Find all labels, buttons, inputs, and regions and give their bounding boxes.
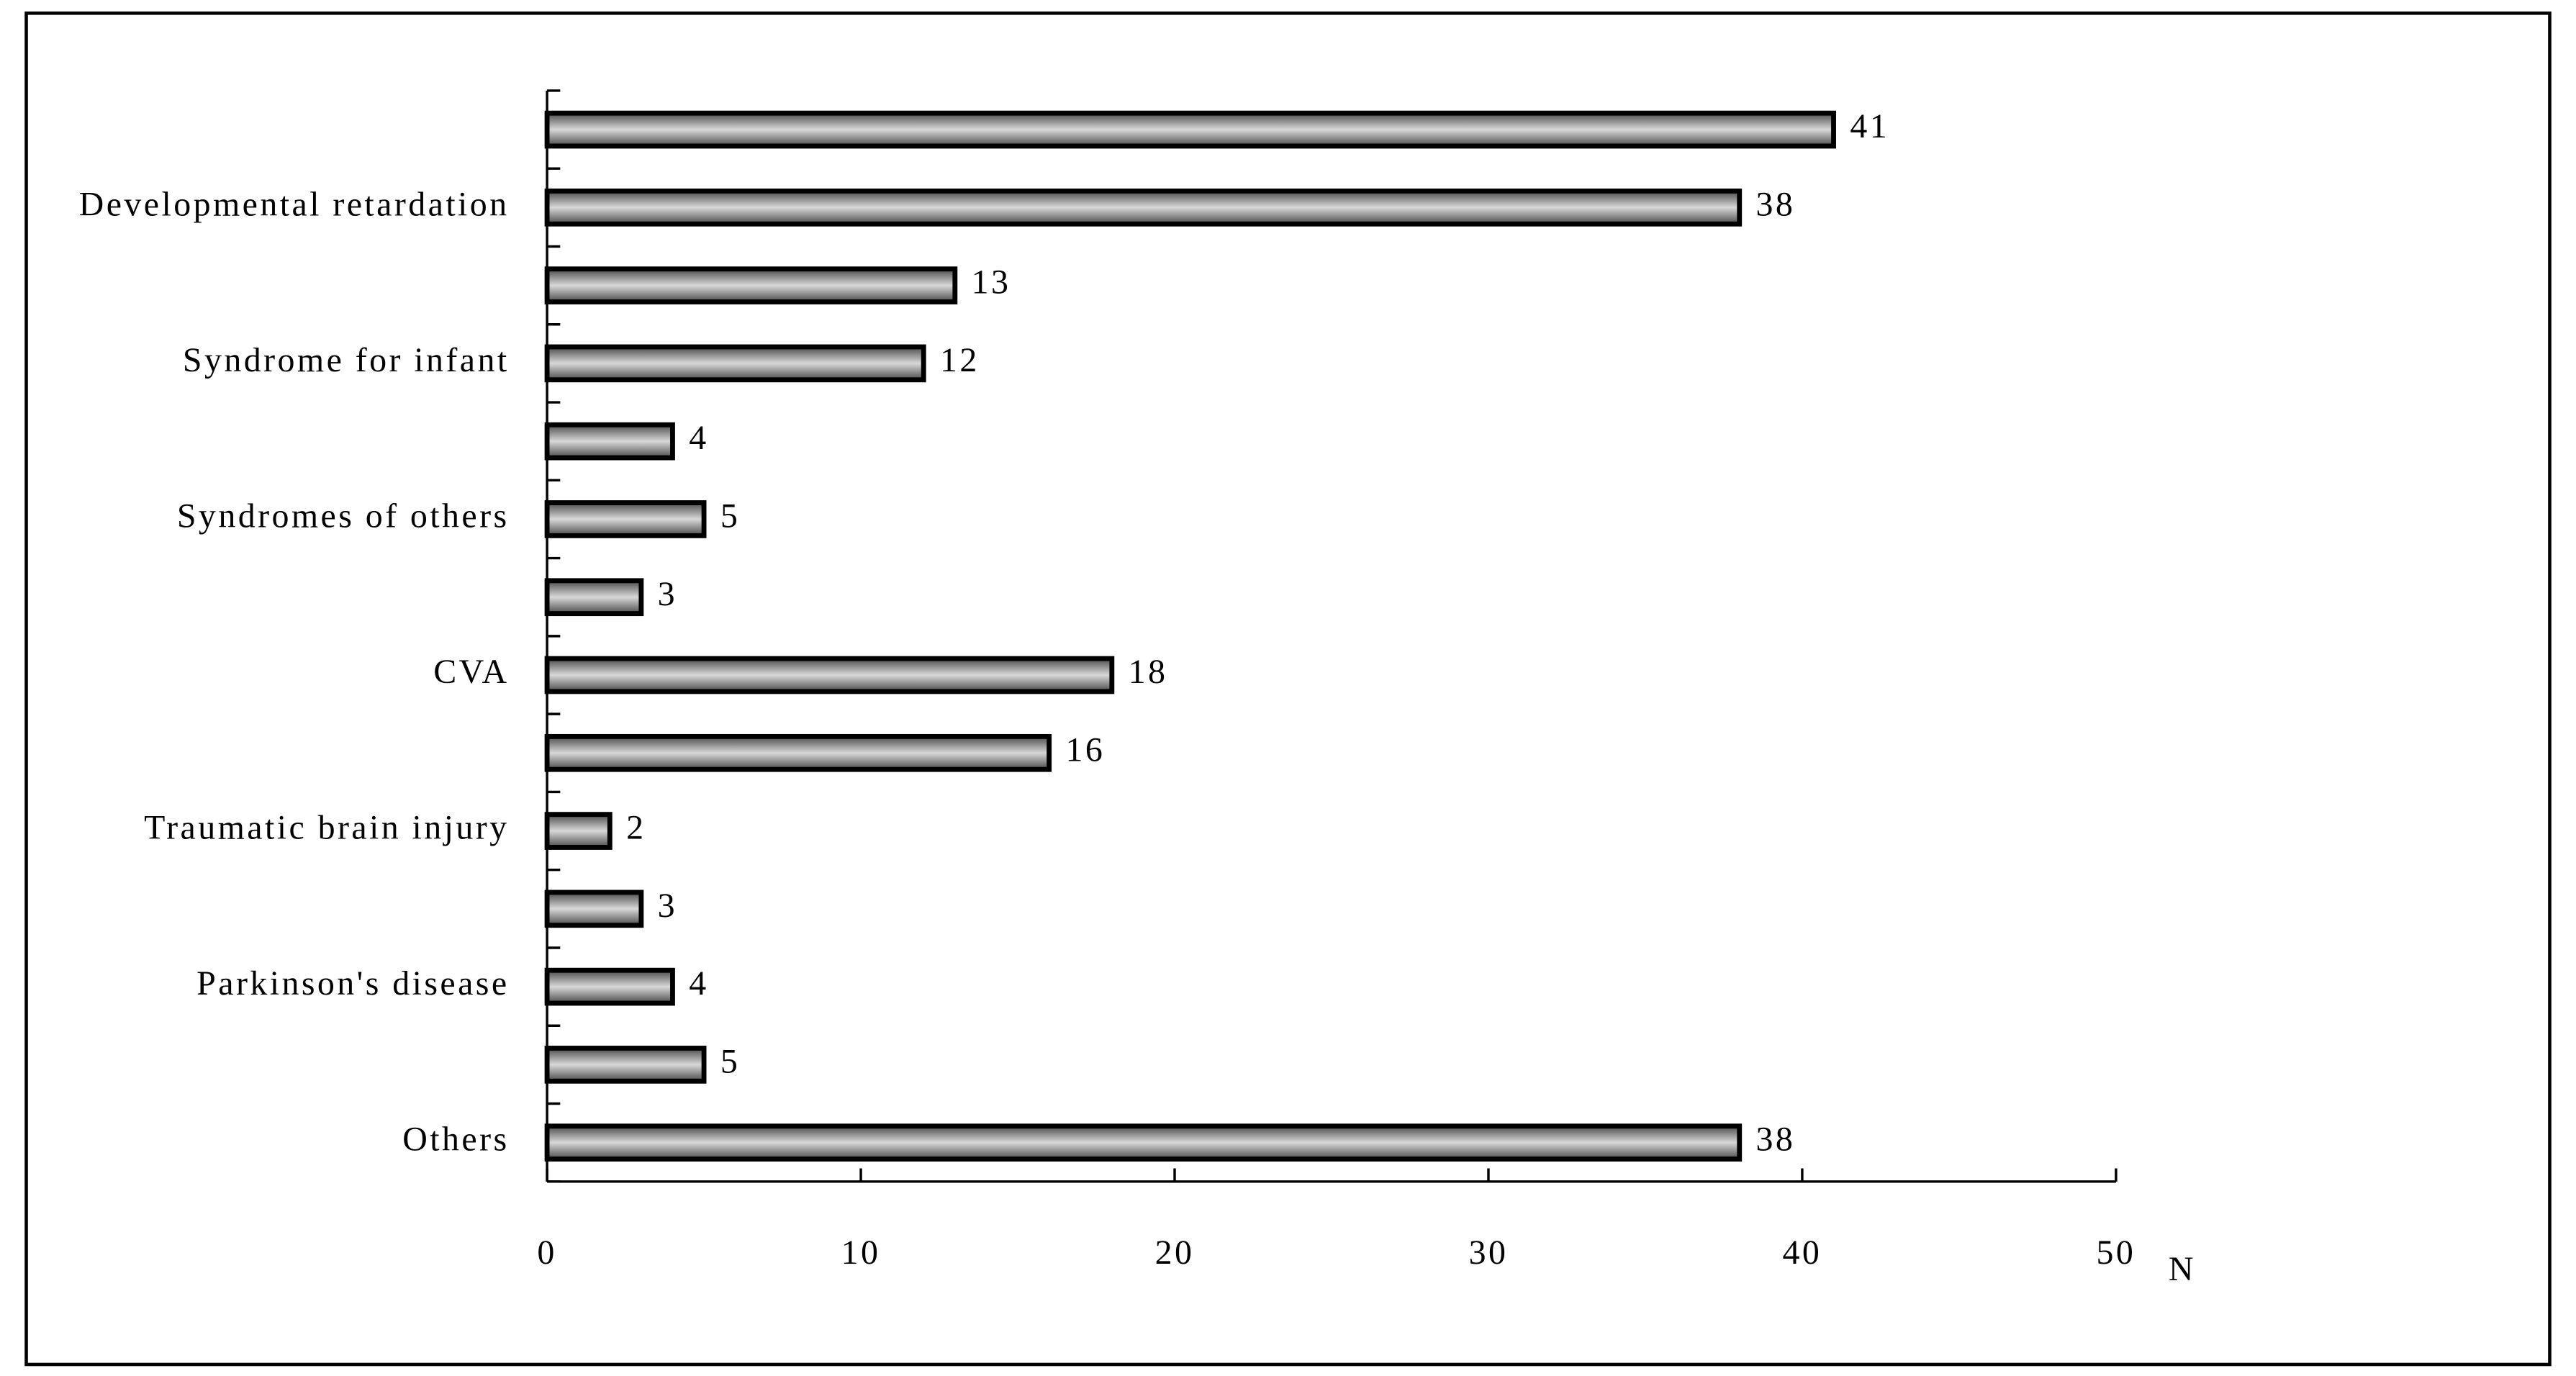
value-label: 4 bbox=[689, 419, 708, 457]
y-tick-label: Parkinson's disease bbox=[196, 964, 509, 1002]
bar bbox=[544, 733, 1052, 772]
value-label: 38 bbox=[1756, 1121, 1796, 1159]
value-label: 4 bbox=[689, 964, 708, 1002]
value-label: 38 bbox=[1756, 185, 1796, 223]
x-tick-label: 40 bbox=[1783, 1234, 1822, 1272]
value-label: 13 bbox=[972, 263, 1011, 302]
bar bbox=[544, 110, 1836, 149]
y-tick-label: CVA bbox=[433, 653, 509, 691]
y-tick-label: Syndrome for infant bbox=[183, 341, 510, 379]
bar bbox=[544, 344, 926, 383]
bar bbox=[544, 500, 707, 538]
value-label: 12 bbox=[940, 341, 980, 379]
bar bbox=[544, 890, 644, 928]
value-label: 3 bbox=[658, 575, 677, 613]
value-label: 2 bbox=[626, 809, 646, 847]
y-tick-label: Others bbox=[402, 1121, 509, 1159]
x-axis-label: N bbox=[2169, 1250, 2196, 1288]
bar bbox=[544, 1123, 1743, 1162]
value-label: 18 bbox=[1129, 653, 1168, 691]
y-tick-label: Developmental retardation bbox=[79, 185, 510, 223]
bar bbox=[544, 812, 613, 850]
bar bbox=[544, 967, 675, 1006]
x-tick-label: 30 bbox=[1469, 1234, 1509, 1272]
value-label: 41 bbox=[1850, 107, 1889, 145]
bar bbox=[544, 189, 1743, 227]
y-tick-label: Syndromes of others bbox=[177, 497, 510, 535]
value-label: 3 bbox=[658, 887, 677, 925]
value-label: 5 bbox=[720, 497, 740, 535]
x-tick-label: 50 bbox=[2097, 1234, 2136, 1272]
y-tick-label: Traumatic brain injury bbox=[144, 809, 509, 847]
value-label: 16 bbox=[1065, 730, 1105, 769]
x-tick-label: 0 bbox=[537, 1234, 556, 1272]
bar bbox=[544, 578, 644, 617]
value-label: 5 bbox=[720, 1042, 740, 1080]
x-tick-label: 20 bbox=[1155, 1234, 1195, 1272]
bar bbox=[544, 422, 675, 461]
bar bbox=[544, 1046, 707, 1084]
x-tick-label: 10 bbox=[841, 1234, 881, 1272]
bar bbox=[544, 656, 1115, 694]
bar bbox=[544, 266, 958, 304]
